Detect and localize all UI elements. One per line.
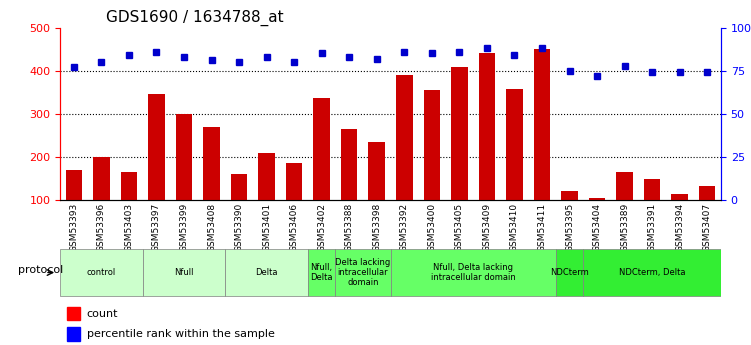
Text: GSM53394: GSM53394 — [675, 203, 684, 252]
Text: Delta lacking
intracellular
domain: Delta lacking intracellular domain — [336, 258, 391, 287]
Text: GSM53397: GSM53397 — [152, 203, 161, 252]
Bar — [451, 67, 468, 243]
Text: GSM53407: GSM53407 — [703, 203, 712, 252]
Bar — [644, 179, 660, 243]
Text: GSM53399: GSM53399 — [179, 203, 189, 252]
Text: GSM53391: GSM53391 — [647, 203, 656, 252]
Bar — [67, 327, 80, 341]
Bar — [176, 114, 192, 243]
Text: GDS1690 / 1634788_at: GDS1690 / 1634788_at — [107, 10, 284, 26]
Text: GSM53392: GSM53392 — [400, 203, 409, 252]
Text: GSM53400: GSM53400 — [427, 203, 436, 252]
Text: GSM53396: GSM53396 — [97, 203, 106, 252]
Bar — [561, 191, 578, 243]
Bar — [286, 164, 303, 243]
Text: control: control — [87, 268, 116, 277]
FancyBboxPatch shape — [225, 249, 308, 296]
Bar — [506, 89, 523, 243]
Bar — [258, 152, 275, 243]
Text: Nfull: Nfull — [174, 268, 194, 277]
Text: GSM53388: GSM53388 — [345, 203, 354, 252]
Text: NDCterm, Delta: NDCterm, Delta — [619, 268, 686, 277]
Text: protocol: protocol — [18, 265, 63, 275]
FancyBboxPatch shape — [391, 249, 556, 296]
Text: GSM53398: GSM53398 — [372, 203, 382, 252]
Text: Nfull, Delta lacking
intracellular domain: Nfull, Delta lacking intracellular domai… — [431, 263, 515, 282]
Text: Delta: Delta — [255, 268, 278, 277]
Bar — [204, 127, 220, 243]
Text: GSM53410: GSM53410 — [510, 203, 519, 252]
Bar — [67, 307, 80, 320]
FancyBboxPatch shape — [336, 249, 391, 296]
Bar — [93, 157, 110, 243]
Text: Nfull,
Delta: Nfull, Delta — [310, 263, 333, 282]
Text: NDCterm: NDCterm — [550, 268, 589, 277]
Bar — [121, 172, 137, 243]
Text: GSM53405: GSM53405 — [455, 203, 464, 252]
Bar — [617, 172, 633, 243]
Bar — [534, 49, 550, 243]
Text: GSM53401: GSM53401 — [262, 203, 271, 252]
Text: GSM53389: GSM53389 — [620, 203, 629, 252]
FancyBboxPatch shape — [308, 249, 336, 296]
FancyBboxPatch shape — [143, 249, 225, 296]
FancyBboxPatch shape — [556, 249, 584, 296]
FancyBboxPatch shape — [60, 249, 143, 296]
Text: percentile rank within the sample: percentile rank within the sample — [86, 329, 274, 339]
Text: GSM53404: GSM53404 — [593, 203, 602, 252]
Bar — [65, 170, 82, 243]
FancyBboxPatch shape — [584, 249, 721, 296]
Text: GSM53406: GSM53406 — [290, 203, 299, 252]
Bar — [341, 129, 357, 243]
Bar — [671, 195, 688, 243]
Bar — [424, 90, 440, 243]
Bar — [699, 186, 716, 243]
Bar — [231, 174, 247, 243]
Text: count: count — [86, 309, 118, 318]
Bar — [369, 142, 385, 243]
Bar — [396, 75, 412, 243]
Text: GSM53403: GSM53403 — [125, 203, 134, 252]
Text: GSM53408: GSM53408 — [207, 203, 216, 252]
Bar — [148, 95, 164, 243]
Bar — [478, 53, 495, 243]
Text: GSM53411: GSM53411 — [538, 203, 547, 252]
Bar — [313, 98, 330, 243]
Text: GSM53409: GSM53409 — [482, 203, 491, 252]
Text: GSM53393: GSM53393 — [69, 203, 78, 252]
Text: GSM53402: GSM53402 — [317, 203, 326, 252]
Bar — [589, 198, 605, 243]
Text: GSM53390: GSM53390 — [234, 203, 243, 252]
Text: GSM53395: GSM53395 — [565, 203, 574, 252]
